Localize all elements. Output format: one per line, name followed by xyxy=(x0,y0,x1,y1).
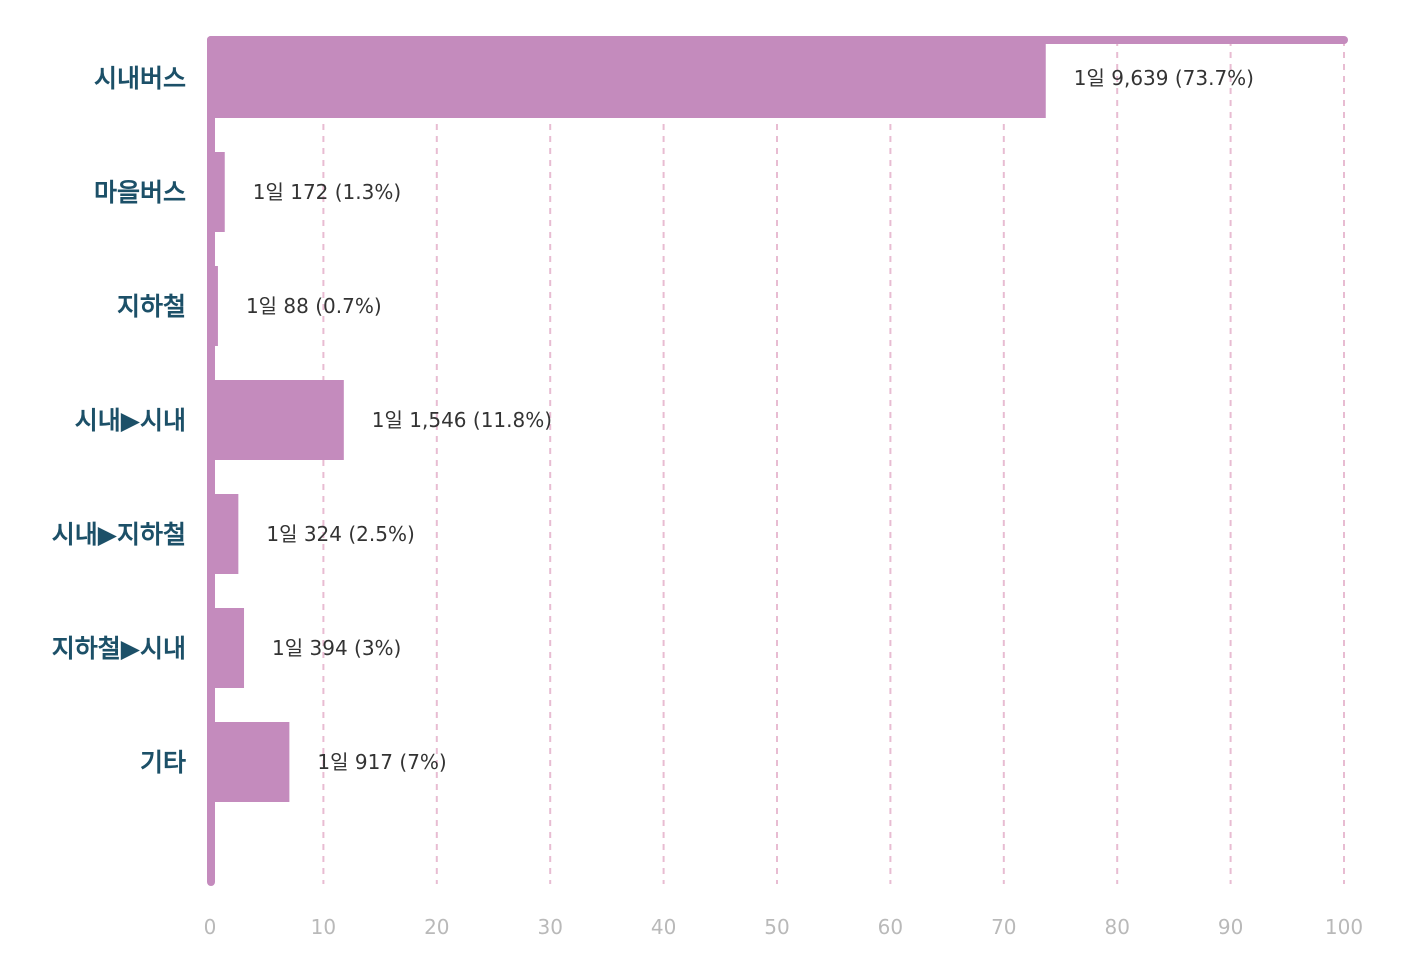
x-tick-label-50: 50 xyxy=(764,915,789,939)
data-label-5: 1일 394 (3%) xyxy=(272,636,401,660)
x-axis-ticks: 0 10 20 30 40 50 60 70 80 90 100 xyxy=(204,915,1363,939)
bar-6 xyxy=(210,722,290,802)
bar-4 xyxy=(210,494,239,574)
gridlines xyxy=(322,40,1345,884)
data-label-3: 1일 1,546 (11.8%) xyxy=(372,408,552,432)
x-tick-label-30: 30 xyxy=(537,915,562,939)
category-label-4: 시내▶지하철 xyxy=(52,520,186,549)
category-label-1: 마을버스 xyxy=(94,178,186,207)
x-tick-label-20: 20 xyxy=(424,915,449,939)
x-tick-label-70: 70 xyxy=(991,915,1016,939)
category-label-0: 시내버스 xyxy=(94,64,186,93)
category-label-5: 지하철▶시내 xyxy=(52,634,186,663)
data-label-6: 1일 917 (7%) xyxy=(317,750,446,774)
data-label-1: 1일 172 (1.3%) xyxy=(253,180,401,204)
bar-3 xyxy=(210,380,344,460)
x-tick-label-100: 100 xyxy=(1325,915,1363,939)
data-label-4: 1일 324 (2.5%) xyxy=(266,522,414,546)
category-label-3: 시내▶시내 xyxy=(75,406,186,435)
category-label-6: 기타 xyxy=(140,748,186,777)
bar-5 xyxy=(210,608,245,688)
x-tick-label-10: 10 xyxy=(311,915,336,939)
data-label-2: 1일 88 (0.7%) xyxy=(246,294,382,318)
labels: 시내버스 1일 9,639 (73.7%) 마을버스 1일 172 (1.3%) 지하철… xyxy=(52,64,1254,777)
data-label-0: 1일 9,639 (73.7%) xyxy=(1074,66,1254,90)
x-tick-label-0: 0 xyxy=(204,915,217,939)
bars xyxy=(210,38,1046,802)
category-label-2: 지하철 xyxy=(117,292,186,321)
x-tick-label-40: 40 xyxy=(651,915,676,939)
bar-2 xyxy=(210,266,218,346)
x-tick-label-90: 90 xyxy=(1218,915,1243,939)
x-tick-label-80: 80 xyxy=(1104,915,1129,939)
bar-1 xyxy=(210,152,225,232)
x-tick-label-60: 60 xyxy=(878,915,903,939)
bar-0 xyxy=(210,38,1046,118)
